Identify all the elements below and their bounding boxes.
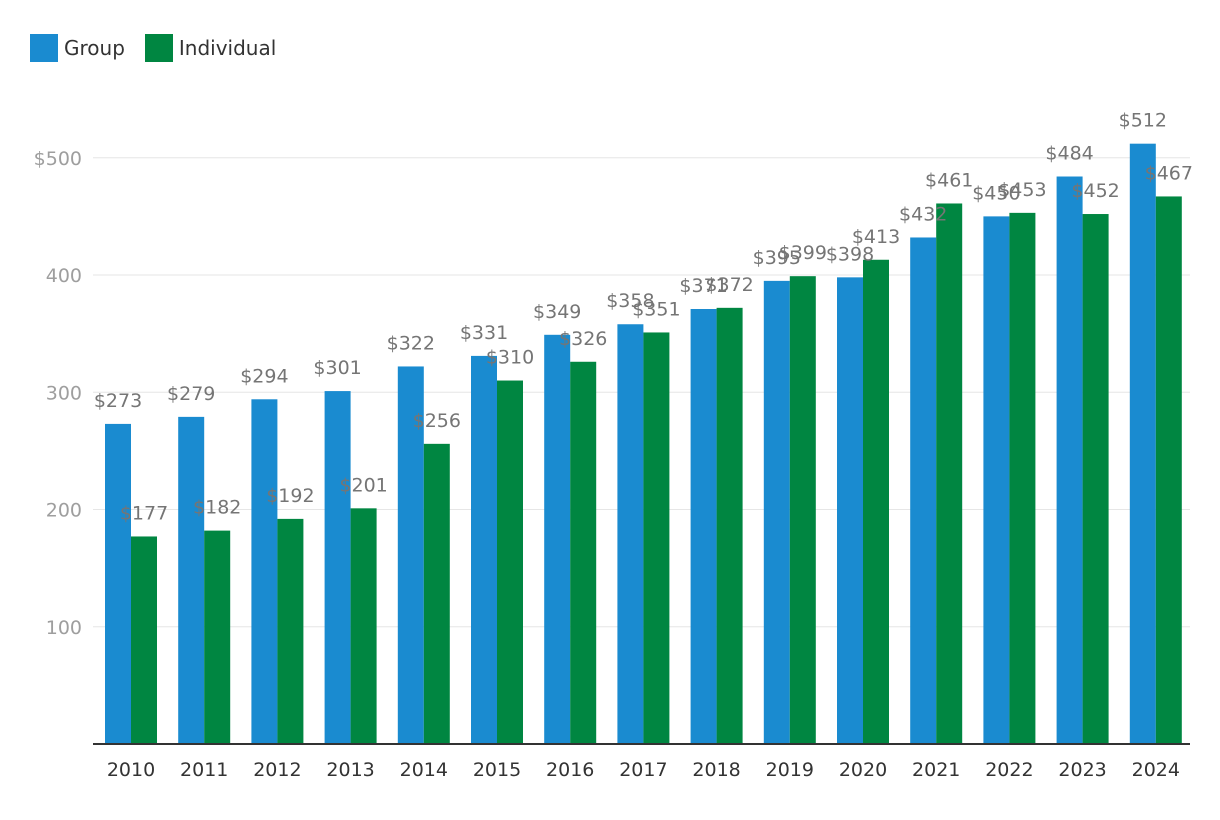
data-label-individual-2014: $256 — [413, 410, 461, 432]
data-label-individual-2020: $413 — [852, 226, 900, 248]
bar-individual-2015[interactable] — [497, 380, 523, 744]
bar-individual-2020[interactable] — [863, 259, 889, 744]
legend: Group Individual — [30, 34, 276, 62]
data-label-group-2012: $294 — [240, 365, 288, 387]
data-label-group-2021: $432 — [899, 203, 947, 225]
data-label-group-2015: $331 — [460, 322, 508, 344]
bar-group-2023[interactable] — [1056, 176, 1083, 744]
data-label-individual-2022: $453 — [998, 179, 1046, 201]
data-label-group-2020: $398 — [826, 243, 874, 265]
legend-item-individual[interactable]: Individual — [144, 34, 277, 62]
y-tick-label: 100 — [46, 617, 82, 639]
bar-group-2012[interactable] — [251, 399, 278, 744]
data-label-group-2010: $273 — [94, 390, 142, 412]
bar-individual-2018[interactable] — [716, 307, 743, 744]
legend-item-group[interactable]: Group — [30, 34, 125, 62]
x-tick-label: 2011 — [180, 759, 228, 781]
bar-group-2017[interactable] — [617, 324, 644, 744]
data-label-group-2017: $358 — [606, 290, 654, 312]
data-label-group-2011: $279 — [167, 383, 215, 405]
y-tick-label: 400 — [46, 265, 82, 287]
data-label-group-2013: $301 — [313, 357, 361, 379]
data-label-group-2022: $450 — [972, 182, 1020, 204]
x-tick-label: 2017 — [619, 759, 667, 781]
data-label-individual-2017: $351 — [632, 298, 680, 320]
data-label-individual-2018: $372 — [705, 274, 753, 296]
data-label-individual-2012: $192 — [266, 485, 314, 507]
x-tick-label: 2016 — [546, 759, 594, 781]
data-label-group-2014: $322 — [387, 332, 435, 354]
y-tick-label: 300 — [46, 382, 82, 404]
bar-individual-2013[interactable] — [350, 508, 377, 744]
x-tick-label: 2024 — [1132, 759, 1180, 781]
bar-individual-2016[interactable] — [570, 361, 597, 744]
x-tick-label: 2010 — [107, 759, 155, 781]
bar-individual-2012[interactable] — [277, 518, 304, 744]
data-label-individual-2016: $326 — [559, 328, 607, 350]
bar-group-2014[interactable] — [397, 366, 424, 744]
bar-individual-2021[interactable] — [936, 203, 963, 745]
data-label-individual-2024: $467 — [1145, 162, 1193, 184]
data-label-group-2016: $349 — [533, 301, 581, 323]
data-label-group-2023: $484 — [1045, 143, 1093, 165]
x-tick-label: 2022 — [985, 759, 1033, 781]
data-label-group-2019: $395 — [753, 247, 801, 269]
bar-group-2015[interactable] — [471, 355, 497, 744]
x-tick-label: 2021 — [912, 759, 960, 781]
bar-group-2011[interactable] — [178, 416, 205, 744]
bar-individual-2010[interactable] — [131, 536, 157, 744]
bar-individual-2011[interactable] — [204, 530, 231, 744]
data-label-individual-2021: $461 — [925, 169, 973, 191]
data-label-individual-2011: $182 — [193, 497, 241, 519]
bar-individual-2017[interactable] — [643, 332, 670, 744]
legend-swatch-individual — [144, 34, 173, 62]
x-tick-label: 2019 — [766, 759, 814, 781]
x-tick-label: 2015 — [473, 759, 521, 781]
x-tick-label: 2018 — [692, 759, 740, 781]
bar-group-2013[interactable] — [324, 391, 351, 744]
bar-individual-2022[interactable] — [1009, 212, 1036, 745]
x-tick-label: 2014 — [400, 759, 448, 781]
legend-label-individual: Individual — [178, 36, 277, 60]
bar-group-2024[interactable] — [1129, 143, 1156, 744]
legend-swatch-group — [30, 34, 58, 62]
data-label-individual-2015: $310 — [486, 347, 534, 369]
bar-group-2016[interactable] — [544, 334, 571, 744]
legend-label-group: Group — [64, 36, 125, 60]
bar-group-2020[interactable] — [837, 277, 863, 744]
bar-individual-2019[interactable] — [789, 276, 816, 744]
y-tick-label: $500 — [34, 148, 82, 170]
data-label-individual-2019: $399 — [779, 242, 827, 264]
x-tick-label: 2023 — [1058, 759, 1106, 781]
x-tick-label: 2013 — [326, 759, 374, 781]
bar-group-2021[interactable] — [910, 237, 937, 745]
data-label-individual-2013: $201 — [339, 474, 387, 496]
x-tick-label: 2012 — [253, 759, 301, 781]
bar-group-2018[interactable] — [690, 309, 717, 744]
bar-group-2019[interactable] — [763, 280, 790, 744]
y-tick-label: 200 — [46, 500, 82, 522]
bar-group-2010[interactable] — [105, 423, 131, 744]
data-label-group-2018: $371 — [679, 275, 727, 297]
bar-group-2022[interactable] — [983, 216, 1010, 744]
x-tick-label: 2020 — [839, 759, 887, 781]
data-label-individual-2010: $177 — [120, 502, 168, 524]
bar-individual-2014[interactable] — [423, 443, 450, 744]
data-label-group-2024: $512 — [1119, 110, 1167, 132]
data-label-individual-2023: $452 — [1071, 180, 1119, 202]
bar-individual-2024[interactable] — [1155, 196, 1182, 744]
bar-individual-2023[interactable] — [1082, 214, 1109, 744]
